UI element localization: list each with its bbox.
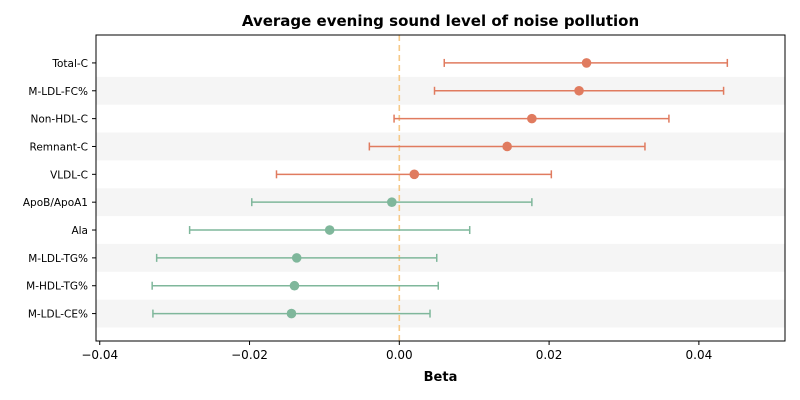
- beta-point: [527, 113, 537, 124]
- beta-point: [286, 308, 297, 319]
- x-tick-label: 0.02: [536, 348, 563, 362]
- x-axis-label: Beta: [424, 370, 458, 385]
- chart-title: Average evening sound level of noise pol…: [242, 12, 639, 30]
- error-bars: [151, 58, 729, 319]
- x-tick-label: 0.00: [386, 348, 413, 362]
- x-tick-label: 0.04: [686, 348, 713, 362]
- y-tick-label: Non-HDL-C: [31, 114, 89, 126]
- beta-point: [574, 85, 584, 96]
- x-tick-label: −0.02: [231, 348, 268, 362]
- y-tick-label: M-LDL-FC%: [28, 86, 88, 98]
- y-tick-label: M-LDL-TG%: [28, 253, 88, 265]
- y-tick-label: VLDL-C: [50, 169, 88, 181]
- beta-point: [387, 197, 397, 207]
- y-tick-label: Remnant-C: [30, 141, 89, 153]
- beta-point: [291, 253, 302, 263]
- y-tick-label: M-HDL-TG%: [26, 281, 88, 293]
- x-axis: −0.04 −0.02 0.00 0.02 0.04: [81, 341, 712, 362]
- beta-point: [502, 141, 512, 152]
- y-tick-label: Total-C: [51, 58, 88, 70]
- y-axis: Total-C M-LDL-FC% Non-HDL-C Remnant-C VLDL-C…: [23, 58, 96, 321]
- y-tick-label: Ala: [71, 225, 88, 237]
- beta-point: [409, 169, 420, 180]
- beta-point: [324, 225, 335, 235]
- y-tick-label: M-LDL-CE%: [28, 309, 88, 321]
- beta-point: [581, 58, 592, 68]
- beta-point: [289, 280, 300, 291]
- plot-frame: [95, 34, 786, 342]
- x-tick-label: −0.04: [81, 348, 118, 362]
- y-tick-label: ApoB/ApoA1: [23, 197, 88, 209]
